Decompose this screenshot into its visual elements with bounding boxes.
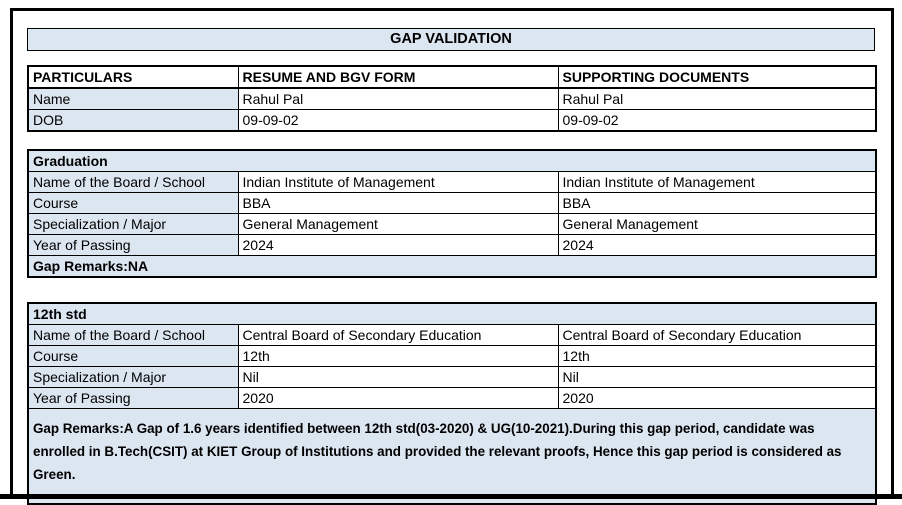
document-content: GAP VALIDATION PARTICULARS RESUME AND BGV…	[27, 28, 878, 505]
table-row: Course BBA BBA	[27, 192, 877, 214]
gap-remarks-row: Gap Remarks:A Gap of 1.6 years identifie…	[27, 408, 877, 504]
cell-supporting-value: 09-09-02	[557, 109, 877, 132]
cell-supporting-value: Indian Institute of Management	[557, 171, 877, 193]
page-border-frame	[10, 8, 894, 495]
cell-label: Name of the Board / School	[27, 171, 239, 193]
table-row: Name of the Board / School Indian Institu…	[27, 171, 877, 193]
cell-label: Year of Passing	[27, 234, 239, 256]
table-row: Year of Passing 2020 2020	[27, 387, 877, 409]
section-title: 12th std	[27, 302, 877, 325]
cell-label: Name	[27, 87, 239, 110]
cell-supporting-value: Rahul Pal	[557, 87, 877, 110]
cell-resume-value: Nil	[237, 366, 559, 388]
table-row: Specialization / Major Nil Nil	[27, 366, 877, 388]
cell-resume-value: 2024	[237, 234, 559, 256]
column-header: RESUME AND BGV FORM	[237, 65, 559, 89]
cell-resume-value: Central Board of Secondary Education	[237, 324, 559, 346]
table-row: DOB 09-09-02 09-09-02	[27, 109, 877, 132]
table-row: Specialization / Major General Management…	[27, 213, 877, 235]
cell-label: DOB	[27, 109, 239, 132]
section-title: Graduation	[27, 149, 877, 172]
cell-label: Course	[27, 345, 239, 367]
cell-resume-value: General Management	[237, 213, 559, 235]
cell-label: Name of the Board / School	[27, 324, 239, 346]
table-row: Name of the Board / School Central Board …	[27, 324, 877, 346]
section-title-row: Graduation	[27, 149, 877, 172]
table-row: Course 12th 12th	[27, 345, 877, 367]
page-title: GAP VALIDATION	[27, 28, 875, 51]
gap-remarks: Gap Remarks:A Gap of 1.6 years identifie…	[27, 408, 877, 504]
column-header: SUPPORTING DOCUMENTS	[557, 65, 877, 89]
cell-label: Year of Passing	[27, 387, 239, 409]
twelfth-std-table: 12th std Name of the Board / School Centra…	[27, 302, 878, 505]
cell-resume-value: 2020	[237, 387, 559, 409]
table-row: Name Rahul Pal Rahul Pal	[27, 87, 877, 110]
cell-supporting-value: 2020	[557, 387, 877, 409]
cell-resume-value: 12th	[237, 345, 559, 367]
section-title-row: 12th std	[27, 302, 877, 325]
cell-resume-value: Rahul Pal	[237, 87, 559, 110]
cell-resume-value: 09-09-02	[237, 109, 559, 132]
cell-label: Specialization / Major	[27, 213, 239, 235]
header-row: PARTICULARS RESUME AND BGV FORM SUPPORTING…	[27, 65, 877, 89]
graduation-table: Graduation Name of the Board / School Indi…	[27, 149, 878, 278]
bottom-divider	[0, 494, 902, 499]
personal-info-table: PARTICULARS RESUME AND BGV FORM SUPPORTING…	[27, 65, 877, 132]
cell-supporting-value: BBA	[557, 192, 877, 214]
cell-resume-value: Indian Institute of Management	[237, 171, 559, 193]
cell-supporting-value: Central Board of Secondary Education	[557, 324, 877, 346]
cell-supporting-value: Nil	[557, 366, 877, 388]
cell-label: Specialization / Major	[27, 366, 239, 388]
cell-supporting-value: General Management	[557, 213, 877, 235]
column-header: PARTICULARS	[27, 65, 239, 89]
gap-remarks: Gap Remarks:NA	[27, 255, 877, 278]
cell-label: Course	[27, 192, 239, 214]
cell-resume-value: BBA	[237, 192, 559, 214]
cell-supporting-value: 2024	[557, 234, 877, 256]
gap-remarks-row: Gap Remarks:NA	[27, 255, 877, 278]
cell-supporting-value: 12th	[557, 345, 877, 367]
table-row: Year of Passing 2024 2024	[27, 234, 877, 256]
